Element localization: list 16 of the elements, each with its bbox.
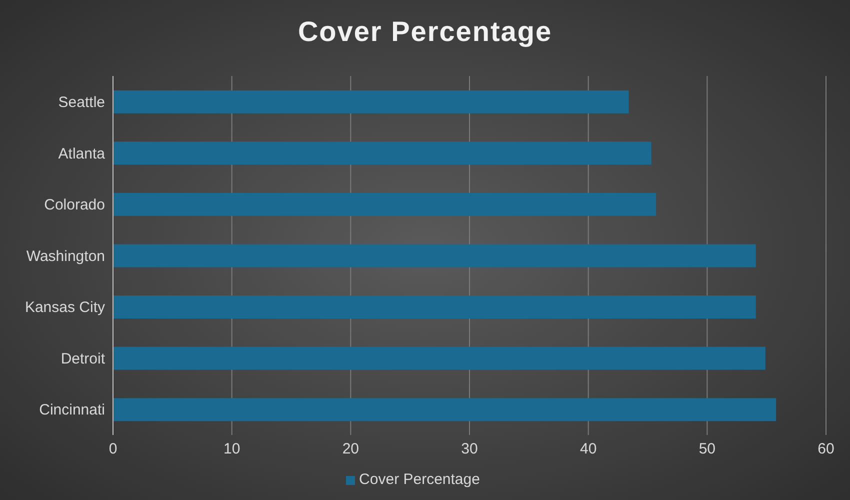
y-tick-label: Washington bbox=[26, 248, 105, 265]
y-tick-label: Atlanta bbox=[58, 145, 106, 162]
y-tick-label: Seattle bbox=[58, 94, 105, 111]
x-tick-label: 20 bbox=[342, 440, 360, 458]
x-tick-label: 30 bbox=[461, 440, 478, 458]
x-tick-label: 60 bbox=[818, 440, 834, 458]
y-tick-label: Cincinnati bbox=[39, 402, 105, 419]
x-tick-label: 0 bbox=[108, 440, 118, 458]
y-tick-label: Detroit bbox=[60, 350, 106, 368]
legend-label: Cover Percentage bbox=[359, 471, 480, 488]
x-tick-label: 40 bbox=[580, 440, 597, 458]
chart-title: Cover Percentage bbox=[296, 16, 554, 48]
y-tick-label: Kansas City bbox=[24, 299, 106, 316]
x-tick-label: 10 bbox=[223, 440, 240, 458]
x-tick-label: 50 bbox=[698, 440, 716, 458]
y-tick-label: Colorado bbox=[44, 196, 105, 214]
